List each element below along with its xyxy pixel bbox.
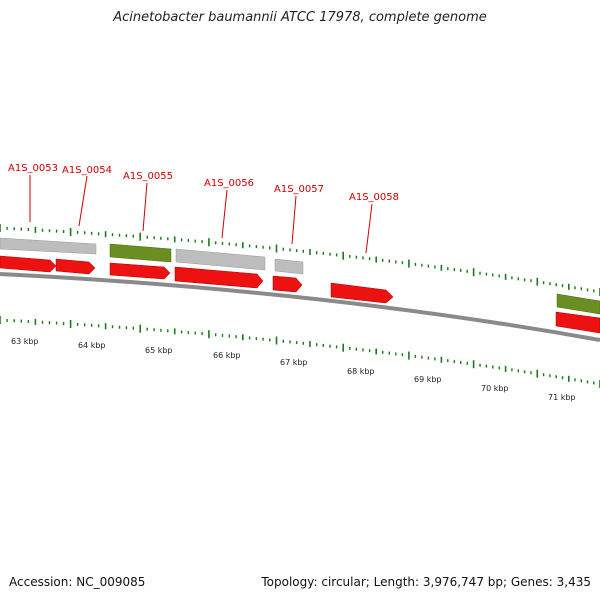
gene-label-6[interactable]: A1S_0058 (349, 192, 399, 203)
kbp-label-63: 63 kbp (11, 337, 39, 346)
accession-text: Accession: NC_009085 (9, 575, 146, 589)
gene-leader-4 (221, 189, 228, 239)
kbp-label-67: 67 kbp (280, 358, 308, 367)
gene-leader-5 (291, 195, 297, 245)
gene-label-3[interactable]: A1S_0055 (123, 171, 173, 182)
kbp-label-68: 68 kbp (347, 367, 375, 376)
cds-arrow-2[interactable] (55, 258, 96, 275)
green-feature-1[interactable] (109, 243, 172, 263)
cds-arrow-4[interactable] (174, 266, 264, 289)
cds-arrow-1[interactable] (0, 255, 57, 273)
cds-arrow-6[interactable] (330, 282, 394, 304)
gene-leader-2 (78, 175, 88, 227)
kbp-label-65: 65 kbp (145, 346, 173, 355)
map-title: Acinetobacter baumannii ATCC 17978, comp… (113, 10, 487, 25)
green-feature-2[interactable] (556, 293, 600, 315)
kbp-label-64: 64 kbp (78, 341, 106, 350)
kbp-label-70: 70 kbp (481, 384, 509, 393)
genome-backbone (0, 272, 600, 342)
gene-leader-3 (142, 182, 148, 232)
gray-feature-3[interactable] (274, 258, 304, 275)
gene-label-5[interactable]: A1S_0057 (274, 184, 324, 195)
genome-stats-text: Topology: circular; Length: 3,976,747 bp… (261, 575, 591, 589)
cds-arrow-5[interactable] (272, 275, 303, 293)
outer-tick-row (0, 224, 600, 296)
cds-arrow-7[interactable] (555, 311, 600, 334)
gray-feature-1[interactable] (0, 237, 97, 255)
gene-leader-6 (365, 203, 373, 254)
kbp-label-71: 71 kbp (548, 393, 576, 402)
inner-tick-row (0, 316, 600, 388)
gene-label-2[interactable]: A1S_0054 (62, 165, 112, 176)
gene-label-1[interactable]: A1S_0053 (8, 163, 58, 174)
kbp-label-66: 66 kbp (213, 351, 241, 360)
gray-feature-2[interactable] (175, 248, 266, 271)
kbp-label-69: 69 kbp (414, 375, 442, 384)
cds-arrow-3[interactable] (109, 262, 171, 280)
gene-label-4[interactable]: A1S_0056 (204, 178, 254, 189)
